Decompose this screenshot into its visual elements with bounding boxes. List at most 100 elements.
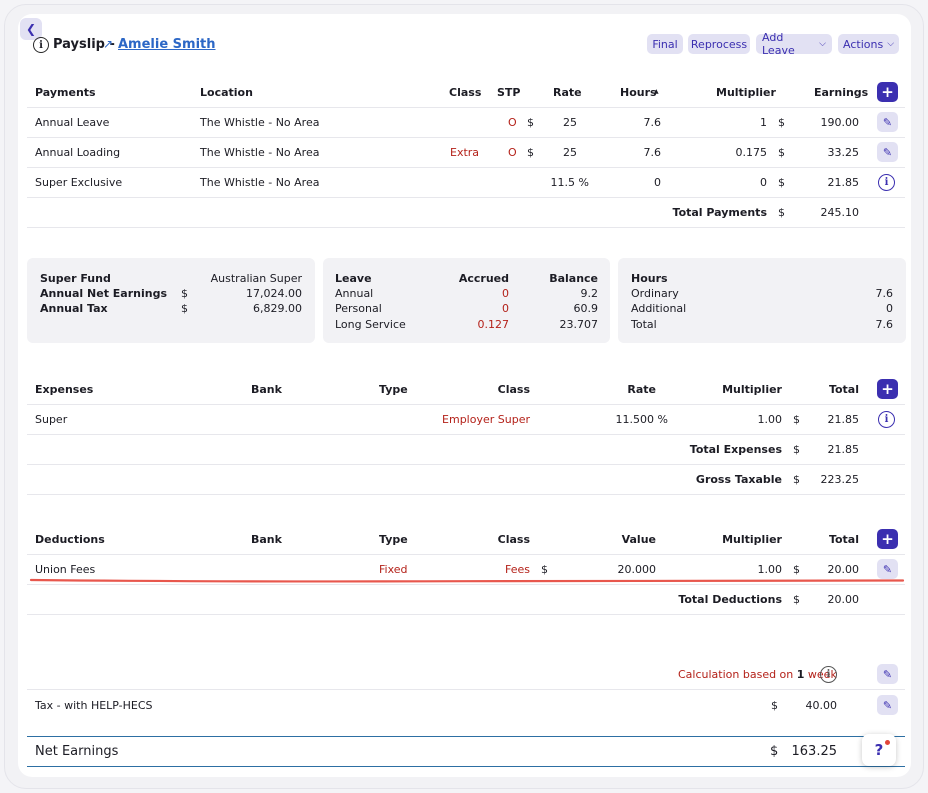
col-total: Total xyxy=(828,533,859,546)
leave-accrued: 0 xyxy=(502,287,509,300)
col-multiplier: Multiplier xyxy=(716,86,776,99)
expense-name: Super xyxy=(35,413,68,426)
accrued-header: Accrued xyxy=(458,272,509,285)
col-class: Class xyxy=(449,86,482,99)
edit-payment-button[interactable]: ✎ xyxy=(877,112,898,132)
col-deductions: Deductions xyxy=(35,533,105,546)
final-button[interactable]: Final xyxy=(647,34,683,54)
hours-label: Total xyxy=(631,318,657,331)
deduction-class: Fees xyxy=(505,563,530,576)
edit-deduction-button[interactable]: ✎ xyxy=(877,559,898,579)
back-button[interactable]: ❮ xyxy=(20,18,42,40)
total-deductions-label: Total Deductions xyxy=(678,593,782,606)
col-type: Type xyxy=(379,383,408,396)
deduction-total: 20.00 xyxy=(827,563,860,576)
leave-balance: 60.9 xyxy=(573,302,599,315)
info-icon: i xyxy=(33,37,49,53)
calc-prefix: Calculation based on xyxy=(678,668,794,681)
col-bank: Bank xyxy=(251,383,282,396)
divider xyxy=(27,689,905,690)
value-currency: $ xyxy=(541,563,548,576)
hours-value: 0 xyxy=(886,302,893,315)
info-icon[interactable]: i xyxy=(878,174,895,191)
add-deduction-button[interactable]: + xyxy=(877,529,898,549)
net-earnings-value: 163.25 xyxy=(791,744,838,759)
hours-value: 7.6 xyxy=(875,318,894,331)
total-expenses-label: Total Expenses xyxy=(689,443,782,456)
deduction-type: Fixed xyxy=(379,563,408,576)
leave-type: Personal xyxy=(335,302,382,315)
chevron-down-icon: ⌵ xyxy=(819,39,826,49)
total-currency: $ xyxy=(778,206,785,219)
add-leave-label: Add Leave xyxy=(762,31,795,57)
payslip-card xyxy=(18,14,911,777)
currency: $ xyxy=(181,287,188,300)
super-fund-value: Australian Super xyxy=(210,272,302,285)
col-location: Location xyxy=(200,86,253,99)
expense-rate: 11.500 % xyxy=(615,413,668,426)
payment-multiplier: 0.175 xyxy=(735,146,768,159)
leave-balance: 9.2 xyxy=(580,287,599,300)
net-earnings-label: Net Earnings xyxy=(35,744,119,759)
actions-button[interactable]: Actions ⌵ xyxy=(838,34,899,54)
calculation-basis: Calculation based on 1 week xyxy=(678,668,837,681)
super-fund-label: Super Fund xyxy=(40,272,111,285)
add-expense-button[interactable]: + xyxy=(877,379,898,399)
net-earnings-row: Net Earnings $ 163.25 xyxy=(27,736,905,767)
col-multiplier: Multiplier xyxy=(722,383,782,396)
payment-rate: 11.5 % xyxy=(550,176,589,189)
total-expenses-value: 21.85 xyxy=(827,443,860,456)
info-icon[interactable]: i xyxy=(878,411,895,428)
pencil-icon: ✎ xyxy=(882,115,893,129)
help-button[interactable]: ? xyxy=(862,734,896,766)
total-currency: $ xyxy=(793,443,800,456)
balance-header: Balance xyxy=(549,272,598,285)
col-hours[interactable]: Hours xyxy=(620,86,657,99)
col-value: Value xyxy=(621,533,656,546)
payment-hours: 0 xyxy=(654,176,661,189)
hours-panel: Hours Ordinary 7.6 Additional 0 Total 7.… xyxy=(618,258,906,343)
add-leave-button[interactable]: Add Leave ⌵ xyxy=(756,31,832,57)
leave-balance: 23.707 xyxy=(559,318,599,331)
plus-icon: + xyxy=(881,83,894,101)
payment-hours: 7.6 xyxy=(643,146,662,159)
col-rate: Rate xyxy=(627,383,656,396)
divider xyxy=(27,107,905,108)
chevron-down-icon: ⌵ xyxy=(887,39,895,49)
gross-taxable-label: Gross Taxable xyxy=(695,473,782,486)
pencil-icon: ✎ xyxy=(882,698,893,712)
total-payments-label: Total Payments xyxy=(672,206,767,219)
divider xyxy=(27,197,905,198)
hours-label: Ordinary xyxy=(631,287,679,300)
currency: $ xyxy=(181,302,188,315)
divider xyxy=(27,584,905,585)
payment-location: The Whistle - No Area xyxy=(200,176,320,189)
hours-label: Additional xyxy=(631,302,687,315)
deduction-name: Union Fees xyxy=(35,563,96,576)
reprocess-button[interactable]: Reprocess xyxy=(688,34,750,54)
edit-tax-button[interactable]: ✎ xyxy=(877,695,898,715)
payment-multiplier: 1 xyxy=(760,116,767,129)
add-payment-button[interactable]: + xyxy=(877,82,898,102)
payment-class: Extra xyxy=(450,146,480,159)
earnings-currency: $ xyxy=(778,146,785,159)
actions-label: Actions xyxy=(843,37,884,51)
edit-payment-button[interactable]: ✎ xyxy=(877,142,898,162)
plus-icon: + xyxy=(881,530,894,548)
col-multiplier: Multiplier xyxy=(722,533,782,546)
divider xyxy=(27,614,905,615)
sort-asc-icon[interactable]: ▲ xyxy=(654,88,659,95)
net-currency: $ xyxy=(770,744,779,759)
super-panel: Super Fund Australian Super Annual Net E… xyxy=(27,258,315,343)
annual-net-earnings-value: 17,024.00 xyxy=(246,287,302,300)
payment-stp: O xyxy=(508,116,517,129)
payment-hours: 7.6 xyxy=(643,116,662,129)
payment-earnings: 190.00 xyxy=(820,116,860,129)
col-payments: Payments xyxy=(35,86,96,99)
edit-tax-basis-button[interactable]: ✎ xyxy=(877,664,898,684)
info-icon[interactable]: i xyxy=(820,666,837,683)
employee-link[interactable]: Amelie Smith xyxy=(118,37,216,52)
external-link-icon[interactable]: ↗ xyxy=(103,37,114,51)
pencil-icon: ✎ xyxy=(882,145,893,159)
divider xyxy=(27,464,905,465)
